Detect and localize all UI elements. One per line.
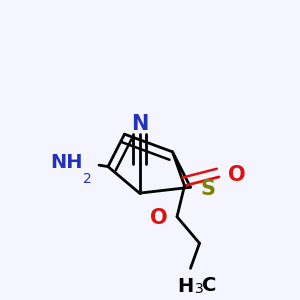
Text: C: C — [202, 276, 216, 295]
Text: 3: 3 — [195, 283, 204, 296]
Text: O: O — [228, 165, 246, 185]
Text: 2: 2 — [83, 172, 92, 186]
Text: S: S — [201, 179, 216, 199]
Text: N: N — [131, 114, 148, 134]
Text: NH: NH — [50, 153, 82, 172]
Text: O: O — [150, 208, 167, 228]
Text: H: H — [177, 277, 194, 296]
